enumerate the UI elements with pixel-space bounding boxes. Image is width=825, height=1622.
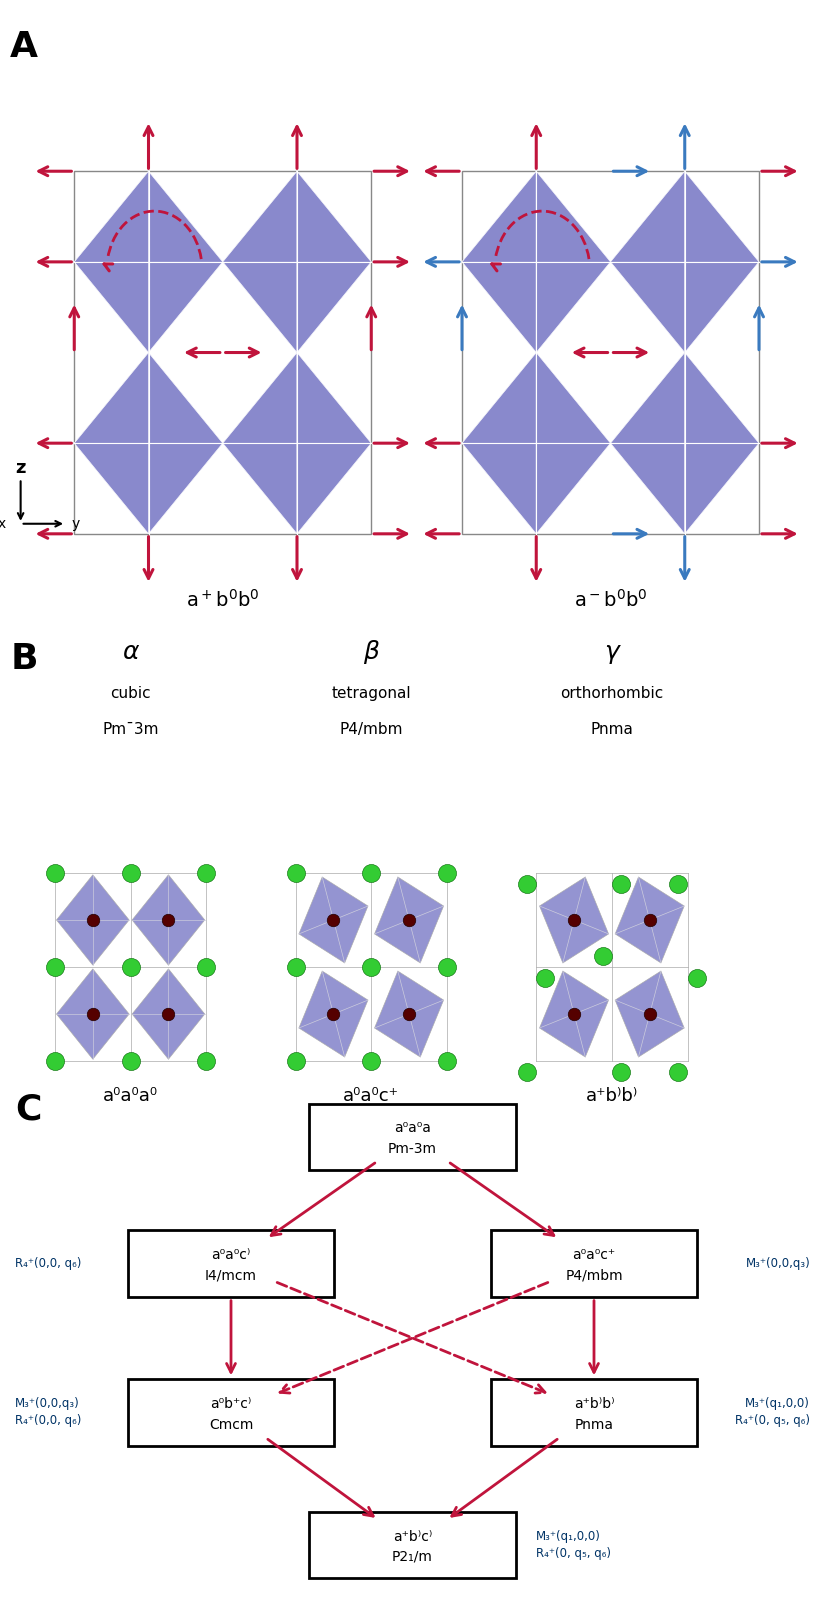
FancyBboxPatch shape	[309, 1103, 516, 1169]
Polygon shape	[610, 352, 759, 443]
Text: a⁰b⁺c⁾: a⁰b⁺c⁾	[210, 1397, 252, 1411]
Polygon shape	[462, 352, 536, 534]
Text: M₃⁺(0,0,q₃): M₃⁺(0,0,q₃)	[746, 1257, 810, 1270]
Polygon shape	[610, 172, 759, 261]
Polygon shape	[462, 443, 610, 534]
Text: P4/mbm: P4/mbm	[565, 1268, 623, 1283]
Polygon shape	[132, 968, 205, 1059]
Text: R₄⁺(0,0, q₆): R₄⁺(0,0, q₆)	[15, 1257, 81, 1270]
Text: A: A	[10, 31, 38, 65]
Polygon shape	[74, 443, 223, 534]
Polygon shape	[132, 874, 205, 965]
Text: x: x	[0, 517, 6, 530]
Text: y: y	[72, 517, 80, 530]
Text: I4/mcm: I4/mcm	[205, 1268, 257, 1283]
Text: a⁺b⁾b⁾: a⁺b⁾b⁾	[573, 1397, 615, 1411]
Polygon shape	[148, 172, 223, 352]
Polygon shape	[56, 874, 129, 965]
Polygon shape	[462, 261, 610, 352]
Text: orthorhombic: orthorhombic	[560, 686, 663, 701]
Text: P4/mbm: P4/mbm	[340, 722, 403, 738]
Text: Pnma: Pnma	[591, 722, 634, 738]
Text: M₃⁺(0,0,q₃)
R₄⁺(0,0, q₆): M₃⁺(0,0,q₃) R₄⁺(0,0, q₆)	[15, 1398, 81, 1427]
Polygon shape	[610, 443, 759, 534]
Text: Pnma: Pnma	[574, 1418, 614, 1432]
Text: a$^-$b$^0$b$^0$: a$^-$b$^0$b$^0$	[573, 589, 648, 611]
Polygon shape	[375, 972, 444, 1058]
Text: M₃⁺(q₁,0,0)
R₄⁺(0, q₅, q₆): M₃⁺(q₁,0,0) R₄⁺(0, q₅, q₆)	[536, 1530, 611, 1560]
Polygon shape	[223, 352, 297, 534]
FancyBboxPatch shape	[309, 1512, 516, 1578]
Polygon shape	[74, 261, 223, 352]
Polygon shape	[56, 968, 129, 1059]
Polygon shape	[540, 878, 609, 963]
Bar	[462, 172, 759, 534]
Polygon shape	[615, 878, 684, 963]
Polygon shape	[74, 352, 148, 534]
Polygon shape	[536, 352, 610, 534]
Text: a⁰a⁰a⁰: a⁰a⁰a⁰	[103, 1087, 158, 1105]
Polygon shape	[297, 352, 371, 534]
Text: tetragonal: tetragonal	[332, 686, 411, 701]
Polygon shape	[610, 172, 685, 352]
Bar	[74, 172, 371, 534]
Polygon shape	[536, 172, 610, 352]
Text: a⁰a⁰a: a⁰a⁰a	[394, 1121, 431, 1135]
Polygon shape	[74, 352, 223, 443]
Text: Pm-3m: Pm-3m	[388, 1142, 437, 1156]
Text: C: C	[15, 1093, 41, 1127]
Text: γ: γ	[605, 641, 620, 663]
Polygon shape	[223, 443, 371, 534]
Text: a⁰a⁰c⁺: a⁰a⁰c⁺	[343, 1087, 399, 1105]
Polygon shape	[299, 972, 368, 1058]
Polygon shape	[685, 172, 759, 352]
Polygon shape	[615, 972, 684, 1058]
Polygon shape	[610, 352, 685, 534]
Text: α: α	[122, 641, 139, 663]
Text: P2₁/m: P2₁/m	[392, 1551, 433, 1564]
Polygon shape	[540, 972, 609, 1058]
Polygon shape	[223, 352, 371, 443]
Text: a⁺b⁾c⁾: a⁺b⁾c⁾	[393, 1530, 432, 1544]
FancyBboxPatch shape	[128, 1231, 334, 1296]
FancyBboxPatch shape	[491, 1379, 697, 1445]
Polygon shape	[462, 172, 610, 261]
Polygon shape	[610, 261, 759, 352]
Polygon shape	[462, 352, 610, 443]
Text: a⁰a⁰c⁾: a⁰a⁰c⁾	[211, 1249, 251, 1262]
Polygon shape	[74, 172, 148, 352]
Polygon shape	[685, 352, 759, 534]
Polygon shape	[297, 172, 371, 352]
Text: M₃⁺(q₁,0,0)
R₄⁺(0, q₅, q₆): M₃⁺(q₁,0,0) R₄⁺(0, q₅, q₆)	[735, 1398, 810, 1427]
Text: Cmcm: Cmcm	[209, 1418, 253, 1432]
Text: B: B	[10, 642, 38, 676]
Polygon shape	[299, 878, 368, 963]
Polygon shape	[223, 261, 371, 352]
Polygon shape	[148, 352, 223, 534]
Text: z: z	[16, 459, 26, 477]
Text: a⁺b⁾b⁾: a⁺b⁾b⁾	[586, 1087, 638, 1105]
Polygon shape	[223, 172, 371, 261]
Polygon shape	[223, 172, 297, 352]
FancyBboxPatch shape	[128, 1379, 334, 1445]
Text: Pm¯3m: Pm¯3m	[102, 722, 159, 738]
Text: β: β	[363, 641, 380, 663]
Text: a$^+$b$^0$b$^0$: a$^+$b$^0$b$^0$	[186, 589, 260, 611]
Text: cubic: cubic	[111, 686, 151, 701]
Text: a⁰a⁰c⁺: a⁰a⁰c⁺	[573, 1249, 615, 1262]
Polygon shape	[375, 878, 444, 963]
FancyBboxPatch shape	[491, 1231, 697, 1296]
Polygon shape	[462, 172, 536, 352]
Polygon shape	[74, 172, 223, 261]
